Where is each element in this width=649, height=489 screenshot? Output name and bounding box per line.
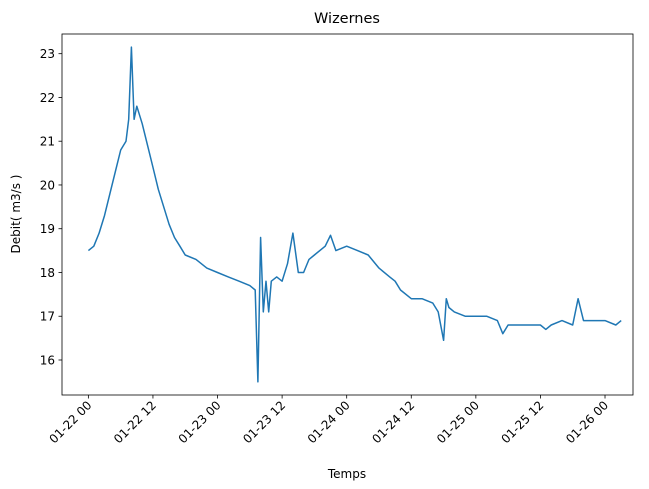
x-tick-label: 01-24 00 <box>305 398 353 446</box>
chart-title: Wizernes <box>314 11 380 27</box>
plot-area <box>62 34 633 395</box>
x-tick-label: 01-23 12 <box>240 398 288 446</box>
series-layer <box>87 46 622 383</box>
y-tick-label: 22 <box>40 91 55 105</box>
y-tick-label: 23 <box>40 47 55 61</box>
x-tick-label: 01-26 00 <box>563 398 611 446</box>
x-axis-ticks: 01-22 00 01-22 12 01-23 00 01-23 12 01-24 00… <box>46 395 611 446</box>
y-tick-label: 19 <box>40 222 55 236</box>
x-axis-title: Temps <box>327 467 366 481</box>
plot-frame <box>61 33 634 396</box>
y-tick-label: 17 <box>40 310 55 324</box>
y-tick-label: 16 <box>40 353 55 367</box>
y-tick-label: 21 <box>40 135 55 149</box>
y-axis-title: Debit( m3/s ) <box>9 175 23 254</box>
y-axis-ticks: 16 17 18 19 20 21 22 23 <box>40 47 62 367</box>
x-tick-label: 01-23 00 <box>176 398 224 446</box>
series-line-0 <box>87 46 622 383</box>
x-tick-label: 01-24 12 <box>369 398 417 446</box>
y-tick-label: 20 <box>40 178 55 192</box>
x-tick-label: 01-22 12 <box>111 398 159 446</box>
x-tick-label: 01-25 12 <box>499 398 547 446</box>
x-tick-label: 01-22 00 <box>46 398 94 446</box>
y-tick-label: 18 <box>40 266 55 280</box>
x-tick-label: 01-25 00 <box>434 398 482 446</box>
